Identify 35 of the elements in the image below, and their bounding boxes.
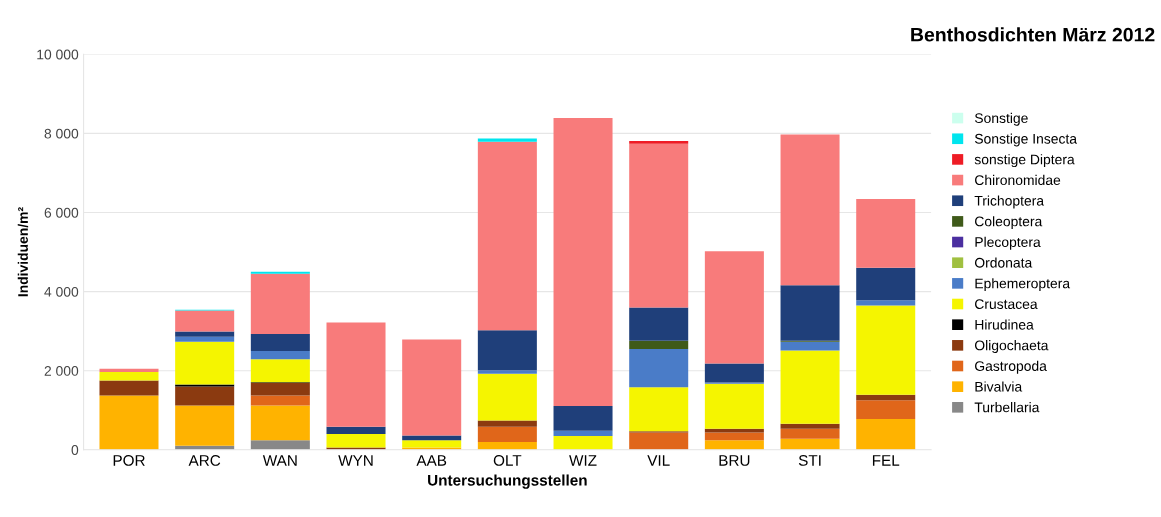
legend-label: Crustacea	[975, 299, 1038, 309]
y-tick-label: 6 000	[44, 207, 79, 218]
x-tick-label: BRU	[719, 455, 750, 466]
text: Benthosdichten März 2012	[911, 27, 1155, 42]
legend-label: Bivalvia	[975, 381, 1023, 392]
legend-label: Sonstige	[974, 112, 1028, 126]
legend-label: Plecoptera	[975, 236, 1041, 250]
legend-label: Gastropoda	[975, 360, 1047, 374]
y-tick-label: 10 000	[37, 49, 79, 60]
x-axis-title: Untersuchungsstellen	[428, 474, 587, 489]
x-tick-label: STI	[798, 455, 821, 466]
x-tick-label: FEL	[872, 455, 900, 466]
x-tick-label: POR	[113, 455, 145, 466]
y-tick-label: 4 000	[44, 286, 79, 297]
x-tick-label: ARC	[188, 455, 221, 466]
legend-label: Trichoptera	[974, 195, 1045, 209]
x-tick-label: WYN	[338, 455, 373, 466]
x-tick-label: WAN	[262, 455, 297, 466]
y-tick-label: 8 000	[44, 128, 79, 139]
legend-label: Chironomidae	[975, 174, 1061, 186]
x-tick-label: WIZ	[569, 455, 597, 466]
legend-label: Oligochaeta	[974, 340, 1049, 354]
legend-label: Ordonata	[974, 257, 1033, 268]
x-tick-label: AAB	[416, 455, 447, 466]
x-tick-label: OLT	[493, 455, 522, 466]
y-axis-title: Individuen/m²	[17, 207, 29, 297]
legend-label: sonstige Diptera	[974, 154, 1075, 168]
x-tick-label: VIL	[647, 455, 670, 466]
legend-label: Sonstige Insecta	[974, 133, 1078, 147]
legend-label: Turbellaria	[974, 402, 1040, 413]
y-tick-label: 2 000	[44, 366, 79, 376]
legend-label: Ephemeroptera	[975, 278, 1071, 292]
y-tick-label: 0	[71, 445, 79, 455]
legend-label: Hirudinea	[975, 319, 1034, 330]
legend-label: Coleoptera	[975, 216, 1043, 230]
